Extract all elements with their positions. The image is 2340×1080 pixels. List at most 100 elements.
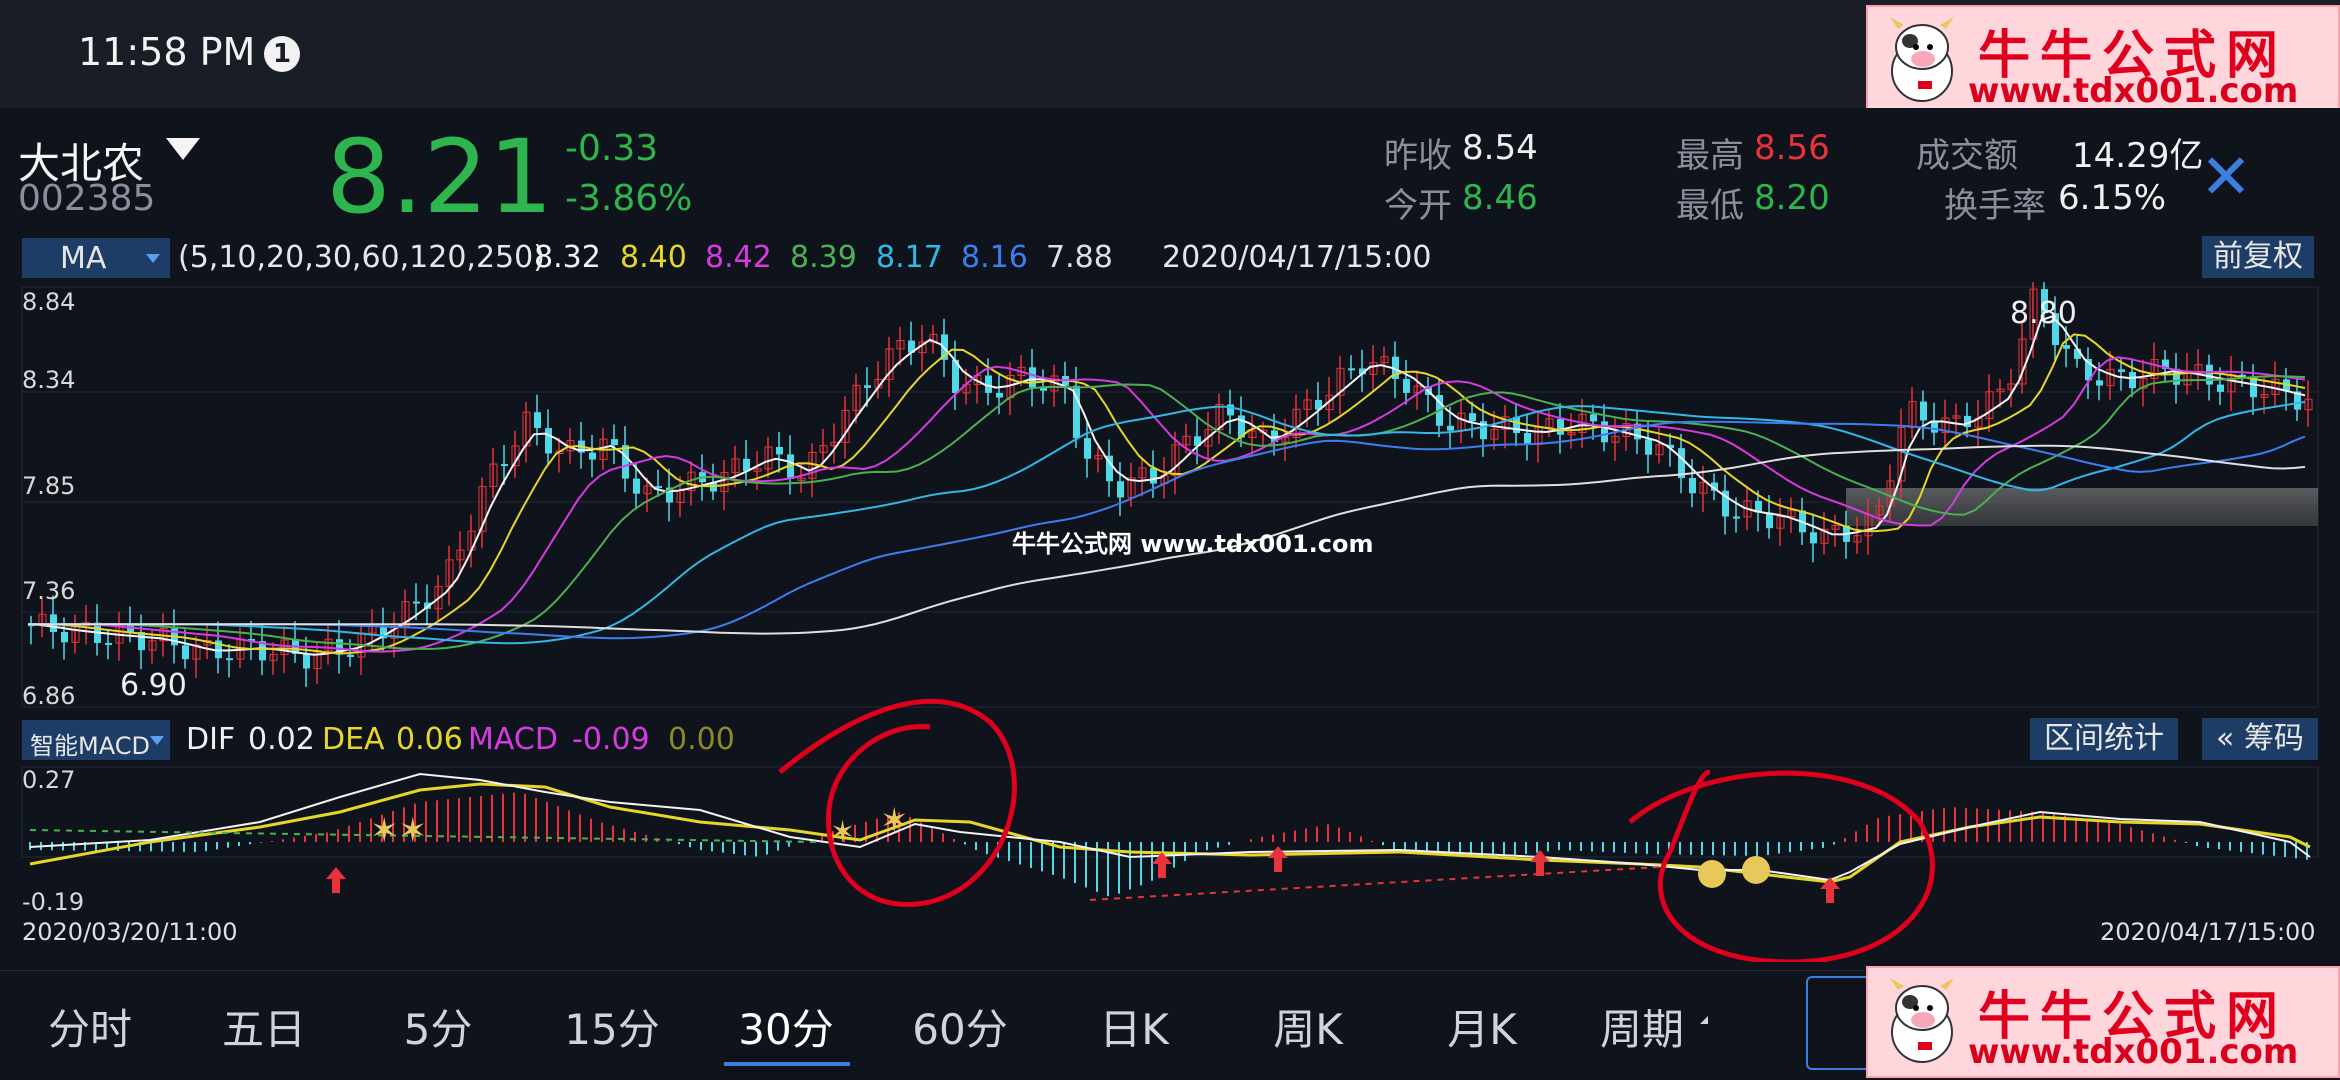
cow-mascot-icon xyxy=(1890,17,1954,102)
panel-toggle[interactable] xyxy=(1806,976,1868,1070)
candle-body xyxy=(1920,401,1927,421)
candle-body xyxy=(1182,435,1191,446)
caret-down-icon[interactable] xyxy=(166,138,200,160)
candle-body xyxy=(105,642,112,645)
candle-body xyxy=(2139,377,2148,389)
candle-body xyxy=(2129,372,2136,389)
range-stats-button[interactable]: 区间统计 xyxy=(2030,718,2178,760)
candle-body xyxy=(1810,532,1817,544)
tab-5[interactable]: 60分 xyxy=(912,1005,1008,1054)
candle-body xyxy=(456,549,465,561)
watermark-title: 牛牛公式网 xyxy=(1978,987,2289,1047)
candle-body xyxy=(1227,404,1234,416)
macd-indicator-label: 智能MACD xyxy=(30,732,150,760)
candle-body xyxy=(138,631,145,651)
chart-datetime: 2020/04/17/15:00 xyxy=(1162,240,1432,275)
candle-body xyxy=(1755,500,1762,513)
axis-tick-686: 6.86 xyxy=(22,682,76,710)
candle-body xyxy=(1667,444,1674,449)
candle-body xyxy=(1689,477,1696,494)
candle-body xyxy=(2106,368,2115,387)
candle-body xyxy=(501,464,508,467)
tab-2[interactable]: 5分 xyxy=(403,1005,473,1054)
candle-body xyxy=(1392,356,1399,379)
high-price-label: 8.80 xyxy=(2010,296,2077,331)
candle-body xyxy=(182,645,189,660)
candle-body xyxy=(1073,385,1080,439)
candle-body xyxy=(1194,436,1201,446)
candle-body xyxy=(1150,467,1157,484)
candle-body xyxy=(1403,378,1410,393)
kline-chart[interactable]: ✶✶ ✶ ✶ xyxy=(0,282,2340,962)
candle-body xyxy=(589,452,596,460)
candle-body xyxy=(1369,362,1378,375)
candle-body xyxy=(1271,430,1278,443)
macd-grid xyxy=(21,766,2319,858)
quote-header xyxy=(0,108,2340,233)
candle-body xyxy=(489,463,498,488)
candle-body xyxy=(1831,525,1840,530)
ma10-value: 8.40 xyxy=(620,240,687,275)
stock-name[interactable]: 大北农 xyxy=(18,139,145,188)
candle-body xyxy=(2096,380,2103,386)
candle-body xyxy=(2041,289,2048,314)
macd-indicator-select[interactable]: 智能MACD xyxy=(22,720,170,760)
candle-body xyxy=(1303,399,1312,410)
prev-close-label: 昨收 xyxy=(1384,136,1452,176)
tab-9[interactable]: 周期 xyxy=(1599,1005,1684,1054)
candle-body xyxy=(1655,444,1664,456)
candle-body xyxy=(2294,391,2301,410)
svg-text:✶: ✶ xyxy=(830,815,855,850)
candle-body xyxy=(731,458,740,473)
candle-body xyxy=(1084,438,1091,459)
tab-1[interactable]: 五日 xyxy=(221,1005,306,1054)
ma-line xyxy=(28,375,2306,650)
candle-body xyxy=(248,639,255,642)
candle-body xyxy=(753,468,762,472)
ma-indicator-select[interactable]: MA xyxy=(22,238,170,278)
candle-body xyxy=(1820,528,1829,544)
candle-body xyxy=(2150,359,2159,379)
tab-4[interactable]: 30分 xyxy=(738,1005,834,1054)
candle-body xyxy=(1204,429,1213,447)
tab-0[interactable]: 分时 xyxy=(47,1005,132,1054)
candle-body xyxy=(787,454,794,479)
chip-button[interactable]: « 筹码 xyxy=(2202,718,2318,760)
tab-3[interactable]: 15分 xyxy=(564,1005,660,1054)
candle-body xyxy=(1513,416,1520,434)
candle-body xyxy=(633,478,640,494)
date-start: 2020/03/20/11:00 xyxy=(22,918,238,946)
dea-value: 0.06 xyxy=(396,722,463,757)
adjust-price-button[interactable]: 前复权 xyxy=(2202,236,2314,278)
ma-line xyxy=(28,444,2306,635)
annotation-circles xyxy=(778,698,1935,962)
price-change: -0.33 xyxy=(565,128,659,169)
candle-body xyxy=(819,445,828,453)
candle-body xyxy=(896,340,905,350)
macd-lines xyxy=(29,772,2311,901)
tab-7[interactable]: 周K xyxy=(1273,1005,1343,1054)
svg-text:✶✶: ✶✶ xyxy=(370,811,427,851)
candle-body xyxy=(622,445,629,479)
watermark-title: 牛牛公式网 xyxy=(1978,26,2289,86)
candle-body xyxy=(1029,367,1036,388)
ma120-value: 8.16 xyxy=(961,240,1028,275)
ma-line xyxy=(28,356,2306,653)
candle-body xyxy=(743,458,750,472)
candle-body xyxy=(1875,505,1884,516)
candle-body xyxy=(2074,348,2081,359)
candle-body xyxy=(1931,420,1938,433)
candle-body xyxy=(1106,455,1113,482)
candle-body xyxy=(545,428,552,454)
tab-8[interactable]: 月K xyxy=(1447,1005,1517,1054)
tab-6[interactable]: 日K xyxy=(1099,1005,1169,1054)
axis-tick-834: 8.34 xyxy=(22,366,76,394)
candle-body xyxy=(1601,421,1608,443)
candle-body xyxy=(996,392,1003,398)
dif-label: DIF xyxy=(186,722,236,757)
close-icon[interactable]: ✕ xyxy=(2200,140,2252,213)
candle-body xyxy=(1897,426,1906,482)
ma-line xyxy=(27,315,2306,656)
ma-indicator-label: MA xyxy=(60,241,107,276)
notification-badge: 1 xyxy=(264,36,300,72)
